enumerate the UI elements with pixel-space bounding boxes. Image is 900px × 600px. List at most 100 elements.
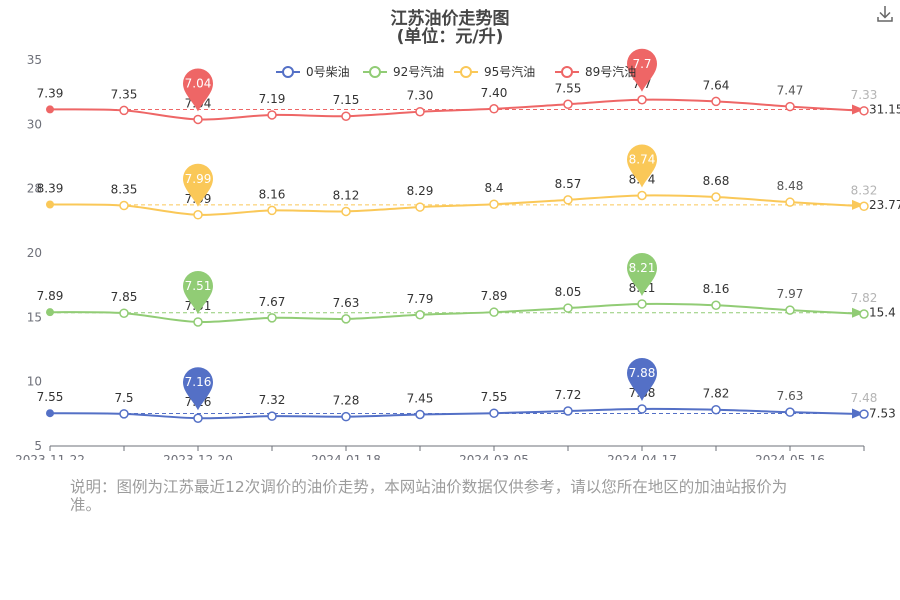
marker-pin (183, 367, 213, 411)
data-label: 8.12 (333, 188, 360, 202)
data-label: 7.55 (555, 81, 582, 95)
data-label: 7.55 (481, 390, 508, 404)
data-point (711, 96, 721, 107)
data-label: 7.48 (851, 391, 878, 405)
series-line (49, 98, 865, 121)
data-label: 7.85 (111, 290, 138, 304)
data-label: 7.32 (259, 393, 286, 407)
data-label: 8.4 (484, 181, 503, 195)
data-label: 8.05 (555, 285, 582, 299)
data-label: 7.33 (851, 88, 878, 102)
average-label: 23.77 (869, 198, 900, 212)
data-point (859, 201, 869, 212)
data-point (341, 111, 351, 121)
marker-pin (183, 163, 213, 207)
oil-price-chart: 5 10 15 20 28 30 35 2023-11-22 2023-12-20 2024-01… (15, 48, 900, 460)
legend-label: 95号汽油 (484, 64, 535, 79)
average-label: 7.53 (869, 406, 896, 420)
marker-pin (627, 48, 657, 92)
data-point (859, 409, 869, 419)
average-label: 31.15 (869, 102, 900, 116)
data-point (46, 409, 54, 418)
chart-note: 说明：图例为江苏最近12次调价的油价走势，本网站油价数据仅供参考，请以您所在地区… (70, 478, 788, 514)
x-tick-label: 2024-03-05 (459, 453, 529, 460)
marker-label: 7.04 (185, 76, 212, 90)
y-tick-label: 30 (27, 117, 42, 131)
marker-pin (183, 68, 213, 112)
data-point (711, 404, 721, 415)
data-point (563, 303, 573, 313)
marker-pin (627, 144, 657, 188)
data-label: 7.30 (407, 89, 434, 103)
data-point (46, 105, 54, 114)
data-point (267, 110, 277, 120)
average-label: 15.4 (869, 306, 896, 320)
series-line (49, 407, 865, 420)
y-tick-label: 15 (27, 310, 42, 324)
data-label: 7.82 (703, 387, 730, 401)
marker-label: 7.99 (185, 172, 212, 186)
data-label: 7.15 (333, 93, 360, 107)
data-point (711, 300, 721, 310)
data-point (637, 299, 647, 309)
marker-label: 7.16 (185, 375, 212, 389)
y-tick-label: 5 (34, 439, 42, 453)
data-label: 8.29 (407, 184, 434, 198)
y-tick-label: 35 (27, 53, 42, 67)
chart-title: 江苏油价走势图 (390, 9, 510, 29)
x-tick-label: 2023-11-22 (15, 453, 85, 460)
data-point (785, 407, 795, 417)
data-point (193, 317, 203, 327)
data-label: 7.47 (777, 84, 804, 98)
y-tick-label: 20 (27, 246, 42, 260)
data-point (46, 200, 54, 209)
data-point (489, 307, 499, 317)
data-point (119, 409, 129, 419)
data-label: 7.40 (481, 86, 508, 100)
legend-label: 89号汽油 (585, 64, 636, 79)
legend-label: 92号汽油 (393, 64, 444, 79)
data-label: 7.63 (333, 296, 360, 310)
data-point (119, 105, 129, 116)
data-point (341, 206, 351, 217)
y-tick-label: 10 (27, 375, 42, 389)
data-label: 7.35 (111, 87, 138, 101)
legend-marker (561, 66, 573, 78)
legend-marker (460, 66, 472, 78)
data-point (193, 210, 203, 220)
data-point (46, 308, 54, 317)
data-point (489, 199, 499, 209)
data-label: 7.28 (333, 394, 360, 408)
data-label: 8.39 (37, 181, 64, 195)
data-label: 8.16 (703, 282, 730, 296)
data-point (785, 197, 795, 207)
data-point (563, 195, 573, 205)
marker-pin (627, 252, 657, 296)
x-tick-label: 2024-04-17 (607, 453, 677, 460)
data-point (785, 305, 795, 315)
data-label: 7.19 (259, 92, 286, 106)
data-label: 7.45 (407, 391, 434, 405)
data-point (489, 104, 499, 114)
data-label: 8.32 (851, 183, 878, 197)
data-label: 8.57 (555, 177, 582, 191)
data-point (415, 409, 425, 420)
data-point (785, 101, 795, 112)
data-label: 8.68 (703, 174, 730, 188)
data-label: 7.64 (703, 78, 730, 92)
data-label: 7.89 (37, 289, 64, 303)
marker-label: 7.51 (185, 279, 212, 293)
data-label: 7.5 (114, 391, 133, 405)
x-tick-label: 2024-05-16 (755, 453, 825, 460)
download-icon[interactable] (876, 4, 894, 24)
marker-label: 7.7 (632, 57, 651, 71)
marker-label: 8.74 (629, 152, 656, 166)
average-arrow (852, 199, 864, 210)
data-point (341, 314, 351, 324)
data-point (637, 95, 647, 105)
marker-label: 8.21 (629, 261, 656, 275)
data-label: 7.67 (259, 295, 286, 309)
legend-label: 0号柴油 (306, 65, 350, 79)
data-point (637, 190, 647, 201)
data-point (563, 99, 573, 110)
